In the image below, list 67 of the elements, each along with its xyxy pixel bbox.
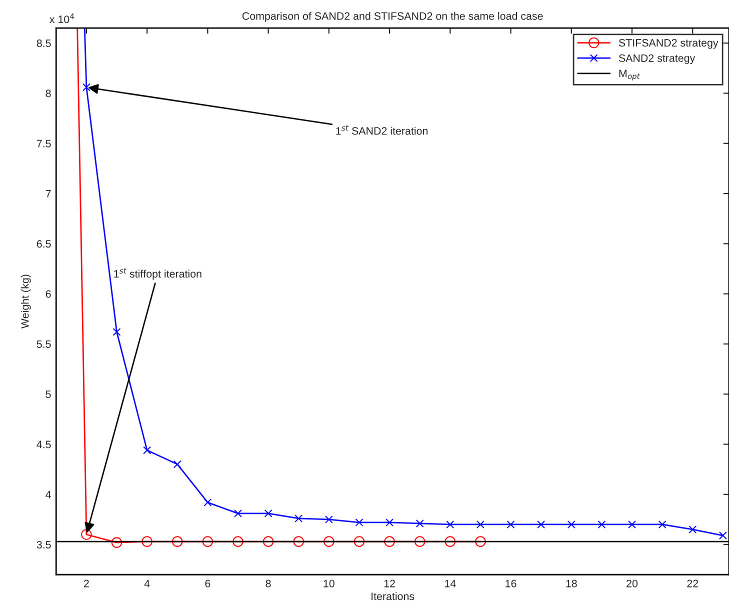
- point: [475, 536, 486, 547]
- x-tick-label: 4: [144, 580, 150, 588]
- annotation: 1$^{st}$ stiffopt iteration: [114, 268, 202, 280]
- point: [112, 328, 121, 336]
- annotation: 1$^{st}$ SAND2 iteration: [336, 125, 428, 135]
- point: [718, 532, 727, 540]
- y-tick-label: 4: [46, 490, 51, 498]
- point: [264, 509, 272, 518]
- x-tick-label: 10: [324, 580, 334, 588]
- x-axis-title: Iterations: [372, 592, 414, 600]
- y-tick-label: 4.5: [36, 440, 51, 448]
- chart-title: Comparison of SAND2 and STIFSAND2 on the same load case: [242, 12, 543, 22]
- point: [598, 520, 606, 528]
- y-axis-title: Weight (kg): [20, 274, 31, 329]
- point: [506, 520, 515, 528]
- point: [414, 536, 426, 547]
- point: [142, 536, 152, 547]
- x-tick-label: 2: [84, 580, 89, 588]
- point: [111, 537, 122, 548]
- point: [234, 509, 242, 518]
- point: [173, 460, 182, 468]
- point: [658, 520, 666, 528]
- point: [202, 536, 214, 547]
- point: [386, 518, 394, 526]
- legend-label: STIFSAND2 strategy: [618, 39, 718, 49]
- point: [324, 536, 334, 547]
- text: x 10$^{4}$: [50, 13, 74, 24]
- point: [444, 536, 456, 547]
- point: [355, 518, 364, 526]
- x-tick-label: 22: [687, 580, 698, 588]
- y-tick-label: 3.5: [36, 540, 51, 549]
- point: [262, 536, 274, 547]
- y-tick-label: 8.5: [36, 40, 51, 48]
- point: [384, 536, 395, 547]
- point: [567, 520, 576, 528]
- point: [172, 536, 183, 547]
- point: [446, 520, 454, 528]
- point: [628, 520, 636, 528]
- x-tick-label: 16: [506, 580, 516, 588]
- point: [81, 529, 92, 540]
- x-tick-label: 6: [205, 580, 210, 588]
- point: [293, 536, 304, 547]
- legend-label: SAND2 strategy: [618, 54, 696, 64]
- point: [354, 536, 365, 547]
- point: [537, 520, 546, 528]
- y-tick-label: 7: [46, 190, 51, 198]
- y-tick-label: 8: [46, 90, 51, 98]
- y-tick-label: 5: [46, 390, 51, 398]
- x-tick-label: 12: [384, 580, 395, 588]
- point: [232, 536, 244, 547]
- legend-label: M$_{opt}$: [619, 70, 640, 80]
- x-tick-label: 20: [626, 580, 638, 588]
- point: [476, 520, 484, 528]
- y-tick-label: 6: [46, 290, 51, 298]
- point: [416, 519, 424, 528]
- point: [324, 515, 333, 524]
- x-tick-label: 14: [445, 580, 456, 588]
- y-tick-label: 6.5: [36, 240, 51, 248]
- point: [294, 514, 303, 522]
- x-tick-label: 8: [266, 580, 271, 588]
- point: [143, 446, 152, 454]
- y-tick-label: 5.5: [36, 340, 51, 348]
- x-tick-label: 18: [566, 580, 577, 588]
- y-tick-label: 7.5: [36, 140, 51, 148]
- point: [204, 498, 212, 506]
- point: [688, 526, 697, 534]
- point: [82, 83, 90, 92]
